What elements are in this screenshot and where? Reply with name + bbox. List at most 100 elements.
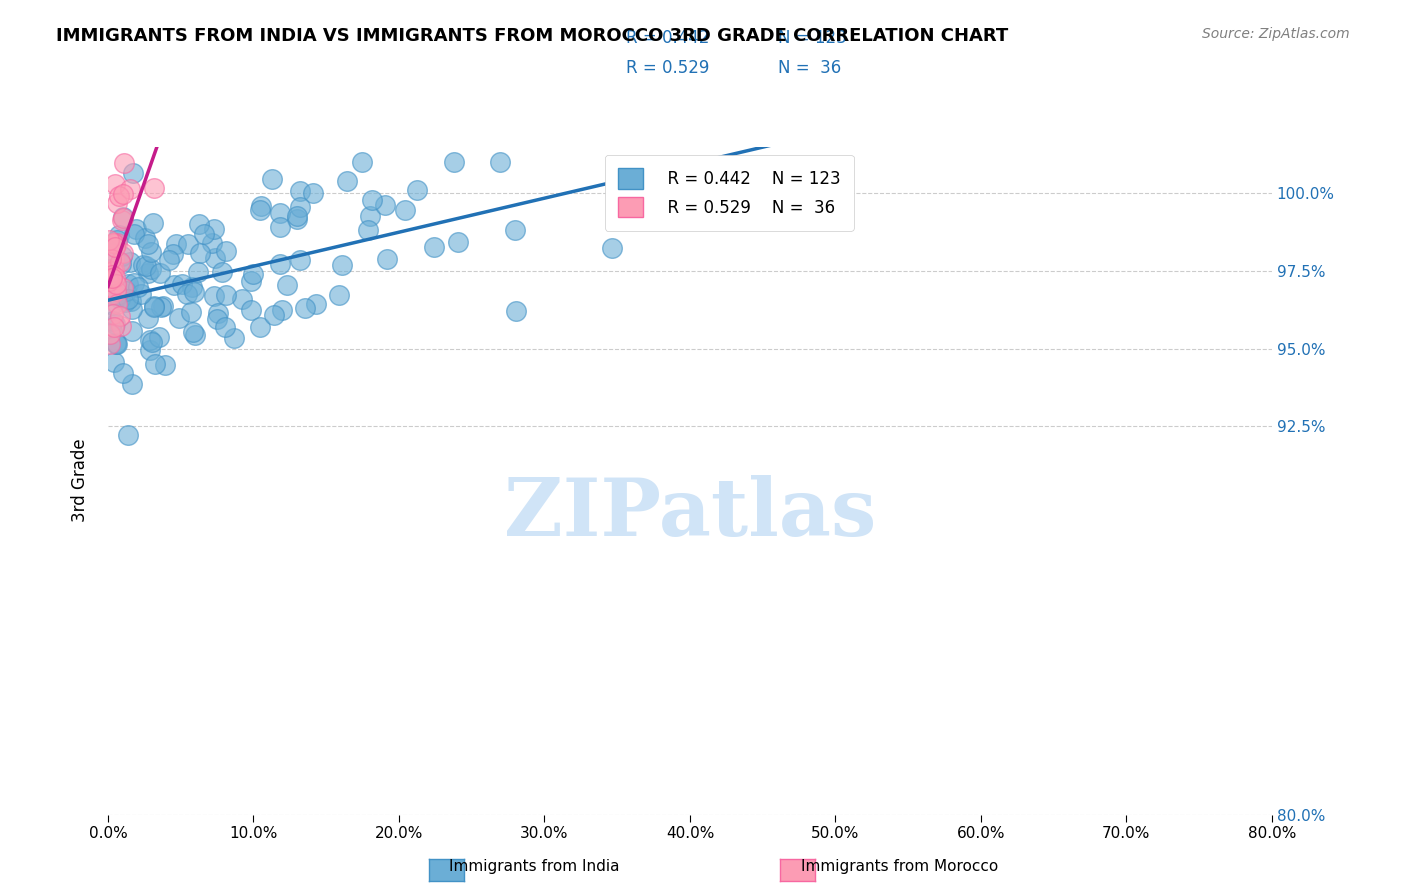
Immigrants from Morocco xyxy=(103,307,125,321)
Immigrants from India xyxy=(224,330,246,344)
Immigrants from India xyxy=(602,241,624,255)
Immigrants from India xyxy=(103,355,125,369)
Immigrants from India xyxy=(110,257,132,271)
Immigrants from Morocco xyxy=(101,287,124,301)
Immigrants from Morocco xyxy=(111,211,134,225)
Immigrants from India xyxy=(142,300,165,314)
Immigrants from India xyxy=(443,155,465,169)
Immigrants from India xyxy=(107,228,129,243)
Immigrants from Morocco xyxy=(103,252,125,266)
Immigrants from India xyxy=(188,246,211,260)
Immigrants from India xyxy=(288,252,311,267)
Immigrants from India xyxy=(263,308,285,322)
Immigrants from Morocco xyxy=(104,177,127,191)
Immigrants from India xyxy=(127,280,149,294)
Immigrants from India xyxy=(231,292,253,306)
Immigrants from India xyxy=(188,217,211,231)
Immigrants from India xyxy=(139,343,162,357)
Immigrants from Morocco xyxy=(103,235,125,250)
Immigrants from India xyxy=(150,300,173,314)
Immigrants from India xyxy=(328,288,350,302)
Text: R = 0.442: R = 0.442 xyxy=(626,29,709,46)
Immigrants from India xyxy=(269,256,291,270)
Immigrants from Morocco xyxy=(112,155,135,169)
Immigrants from India xyxy=(103,314,125,328)
Text: R = 0.529: R = 0.529 xyxy=(626,59,709,77)
Immigrants from India xyxy=(250,199,273,213)
Immigrants from India xyxy=(121,301,143,316)
Immigrants from Morocco xyxy=(101,268,124,282)
Immigrants from India xyxy=(187,265,209,279)
Immigrants from India xyxy=(162,246,184,260)
Immigrants from Morocco xyxy=(98,233,121,247)
Immigrants from India xyxy=(269,206,291,220)
Immigrants from India xyxy=(132,258,155,272)
Text: Source: ZipAtlas.com: Source: ZipAtlas.com xyxy=(1202,27,1350,41)
Immigrants from India xyxy=(101,298,124,312)
Immigrants from India xyxy=(122,227,145,241)
Immigrants from India xyxy=(290,184,312,198)
Immigrants from India xyxy=(356,222,378,236)
Immigrants from India xyxy=(135,259,157,273)
Immigrants from India xyxy=(204,251,226,265)
Y-axis label: 3rd Grade: 3rd Grade xyxy=(72,439,89,523)
Immigrants from Morocco xyxy=(98,336,121,351)
Immigrants from India xyxy=(205,312,228,326)
Immigrants from India xyxy=(201,235,224,250)
Immigrants from India xyxy=(285,212,308,227)
Immigrants from India xyxy=(121,324,143,338)
Immigrants from India xyxy=(288,200,311,214)
Immigrants from Morocco xyxy=(112,245,135,260)
Immigrants from India xyxy=(330,259,353,273)
Immigrants from India xyxy=(117,292,139,306)
Immigrants from India xyxy=(117,277,139,291)
Immigrants from Morocco xyxy=(111,187,134,202)
Immigrants from India xyxy=(105,337,128,351)
Immigrants from India xyxy=(172,277,194,291)
Immigrants from India xyxy=(215,288,238,302)
Immigrants from India xyxy=(152,299,174,313)
Immigrants from Morocco xyxy=(101,264,124,278)
Immigrants from India xyxy=(202,221,225,235)
Immigrants from India xyxy=(121,377,143,392)
Immigrants from India xyxy=(176,236,198,251)
Immigrants from India xyxy=(149,266,172,280)
Immigrants from India xyxy=(374,198,396,212)
Immigrants from India xyxy=(104,317,127,331)
Text: Immigrants from India: Immigrants from India xyxy=(449,859,620,874)
Immigrants from India xyxy=(114,294,136,309)
Immigrants from India xyxy=(287,209,309,223)
Immigrants from India xyxy=(260,172,283,186)
Immigrants from India xyxy=(105,288,128,302)
Immigrants from India xyxy=(136,311,159,326)
Immigrants from India xyxy=(111,366,134,380)
Immigrants from India xyxy=(134,230,156,244)
Immigrants from Morocco xyxy=(143,181,166,195)
Immigrants from India xyxy=(141,261,163,276)
Immigrants from Morocco xyxy=(104,277,127,292)
Immigrants from Morocco xyxy=(111,212,134,227)
Immigrants from India xyxy=(111,248,134,262)
Immigrants from India xyxy=(117,427,139,442)
Immigrants from India xyxy=(100,287,122,301)
Immigrants from Morocco xyxy=(103,320,125,334)
Immigrants from India xyxy=(120,294,142,309)
Immigrants from India xyxy=(104,335,127,350)
Immigrants from India xyxy=(394,202,416,217)
Immigrants from Morocco xyxy=(118,182,141,196)
Immigrants from India xyxy=(505,304,527,318)
Immigrants from India xyxy=(423,240,446,254)
Immigrants from India xyxy=(350,155,373,169)
Immigrants from India xyxy=(159,252,181,267)
Immigrants from India xyxy=(336,173,359,187)
Immigrants from India xyxy=(211,265,233,279)
Immigrants from Morocco xyxy=(104,285,127,299)
Immigrants from India xyxy=(242,267,264,281)
Immigrants from India xyxy=(269,219,291,234)
Immigrants from India xyxy=(249,202,271,217)
Immigrants from Morocco xyxy=(104,240,127,254)
Immigrants from India xyxy=(239,303,262,318)
Immigrants from India xyxy=(131,286,153,301)
Immigrants from India xyxy=(406,182,429,196)
Immigrants from Morocco xyxy=(105,196,128,211)
